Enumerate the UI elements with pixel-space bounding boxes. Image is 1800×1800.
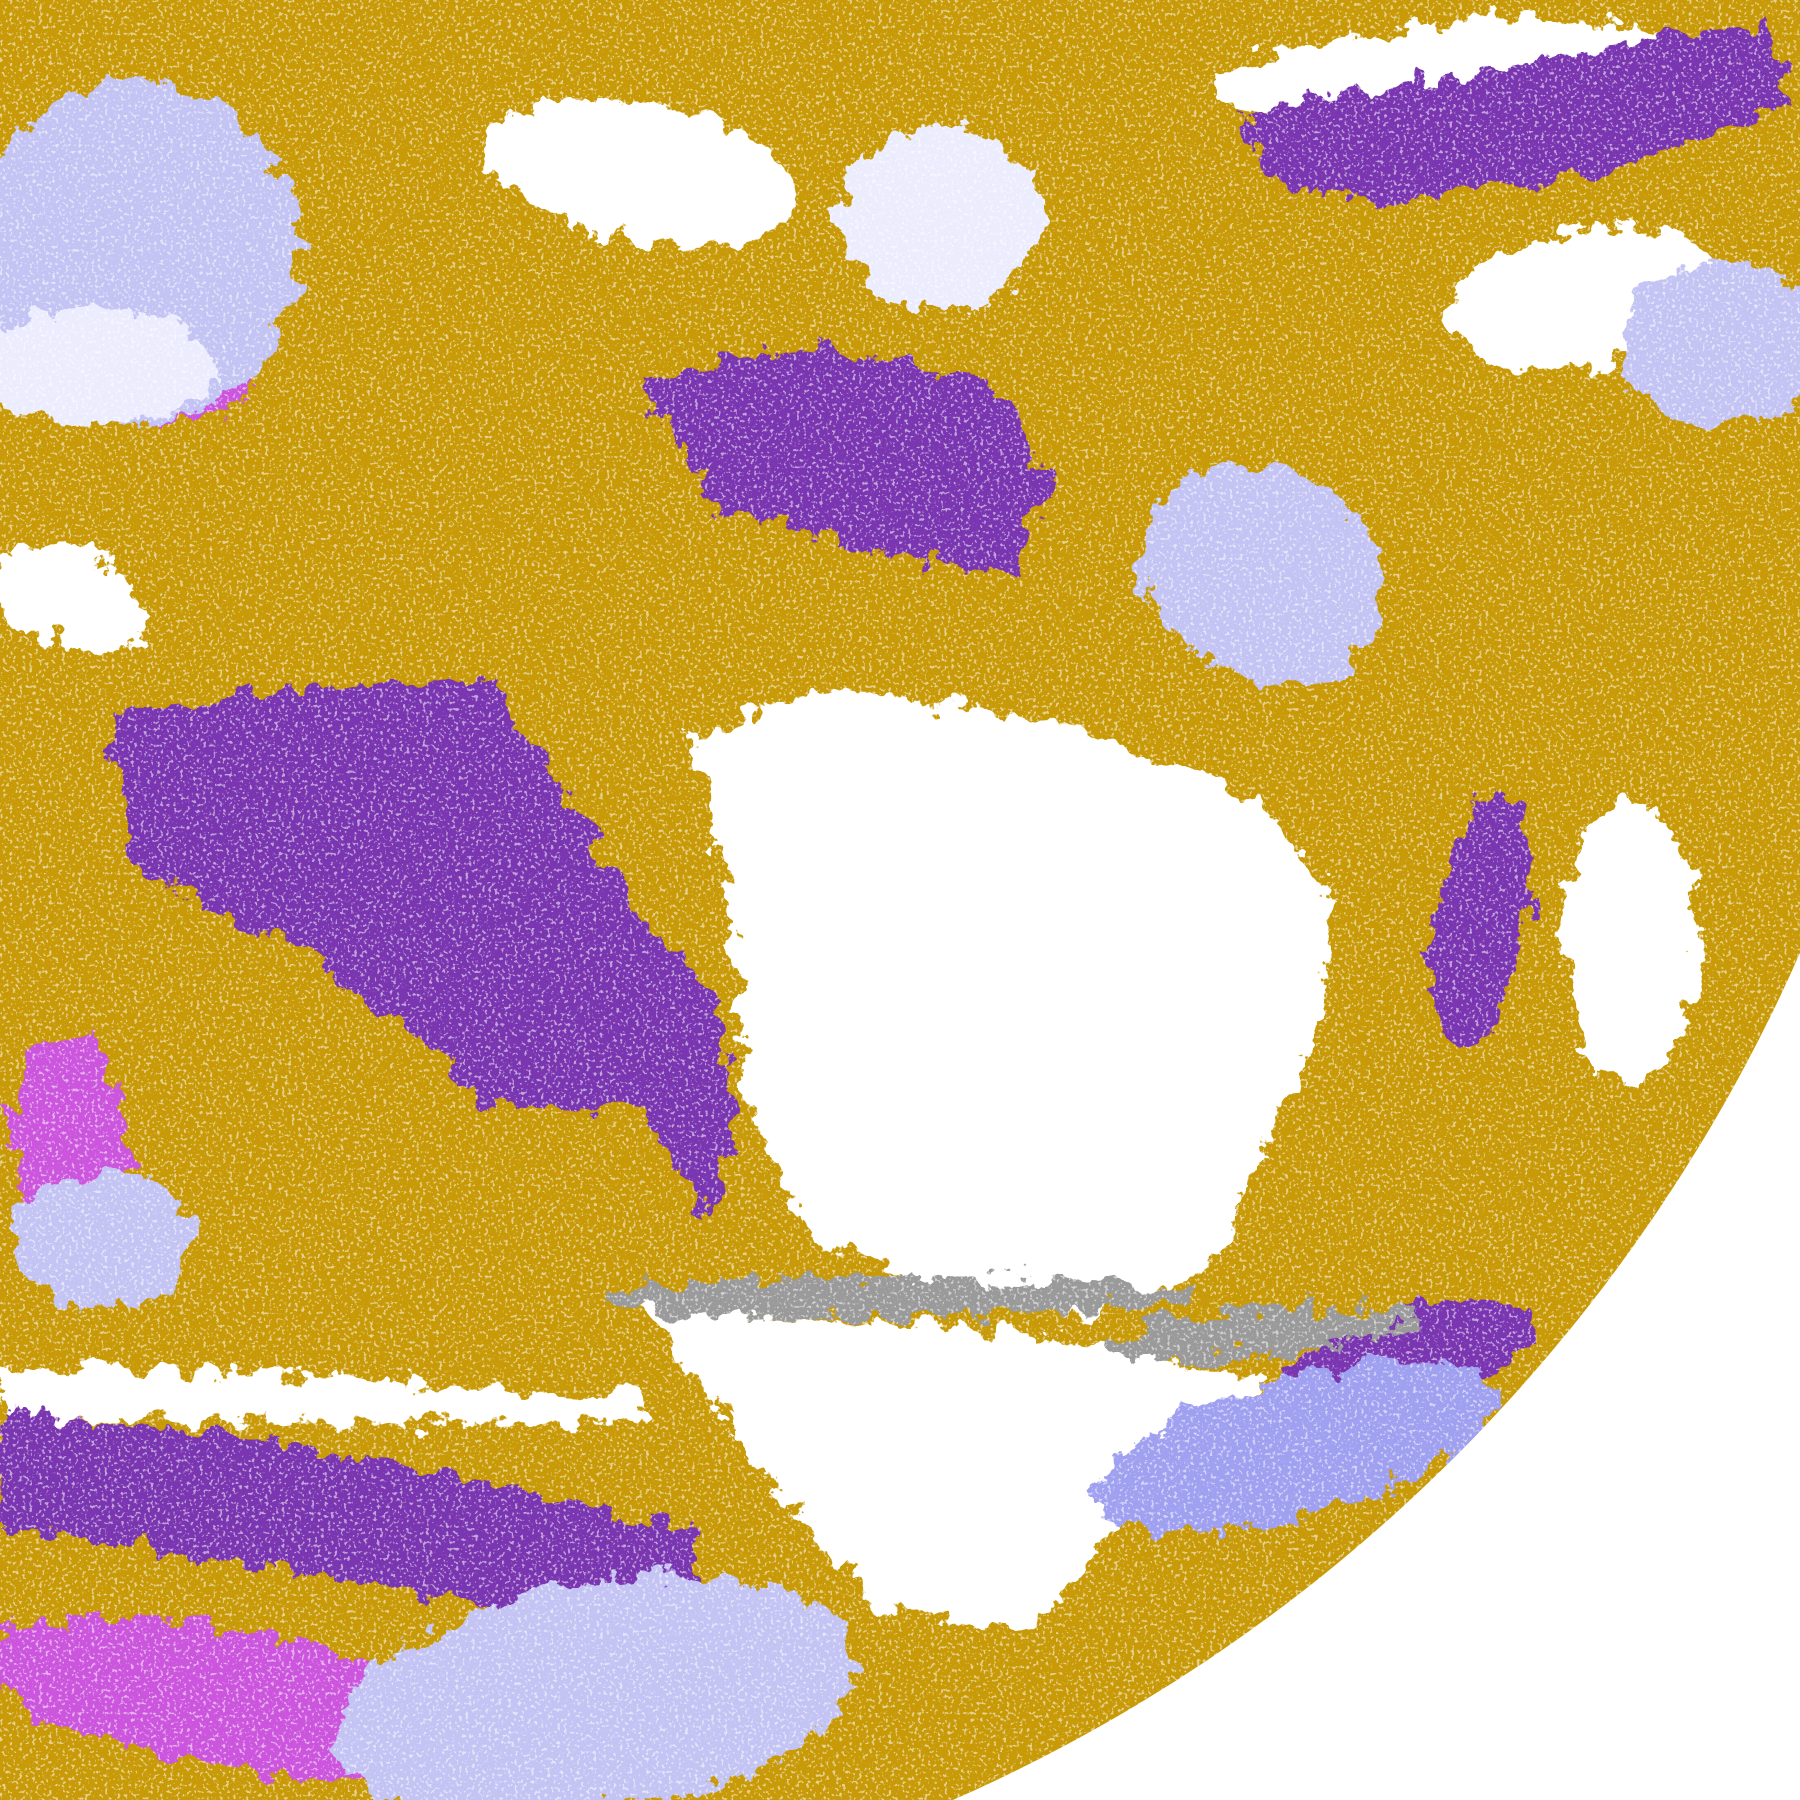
satellite-image <box>0 0 1800 1800</box>
earth-disk <box>0 0 1800 1800</box>
